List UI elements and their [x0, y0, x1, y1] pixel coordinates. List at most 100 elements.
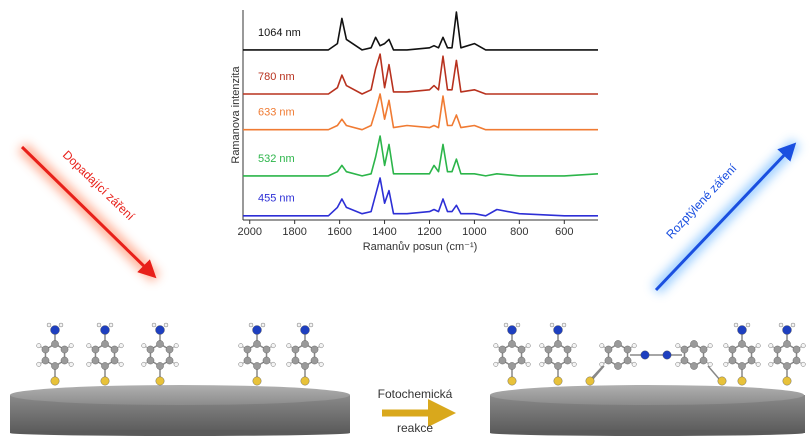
atom — [681, 346, 688, 353]
atom — [793, 357, 800, 364]
atom — [253, 377, 261, 385]
atom — [271, 343, 275, 347]
atom — [101, 340, 108, 347]
atom — [572, 362, 576, 366]
atom — [562, 323, 566, 327]
atom — [614, 362, 621, 369]
atom — [156, 377, 164, 385]
atom — [554, 377, 562, 385]
atom — [42, 357, 49, 364]
incident-label: Dopadající záření — [60, 148, 138, 224]
atom — [61, 346, 68, 353]
atom — [156, 326, 165, 335]
atom — [263, 346, 270, 353]
atom — [600, 362, 604, 366]
atom — [746, 323, 750, 327]
atom — [605, 346, 612, 353]
atom — [791, 323, 795, 327]
atom — [545, 346, 552, 353]
atom — [554, 326, 563, 335]
atom — [614, 340, 621, 347]
reaction-label: reakce — [397, 421, 433, 435]
series-label: 1064 nm — [258, 27, 301, 39]
atom — [111, 357, 118, 364]
atom — [109, 323, 113, 327]
atom — [783, 377, 791, 385]
atom — [508, 377, 516, 385]
atom — [779, 323, 783, 327]
atom — [147, 357, 154, 364]
atom — [92, 346, 99, 353]
atom — [42, 346, 49, 353]
atom — [147, 346, 154, 353]
atom — [526, 362, 530, 366]
atom — [164, 323, 168, 327]
atom — [142, 343, 146, 347]
atom — [540, 362, 544, 366]
atom — [37, 362, 41, 366]
atom — [756, 343, 760, 347]
atom — [738, 326, 747, 335]
atom — [681, 357, 688, 364]
atom — [663, 351, 671, 359]
atom — [263, 357, 270, 364]
atom — [499, 357, 506, 364]
atom — [690, 362, 697, 369]
atom — [51, 326, 60, 335]
atom — [729, 357, 736, 364]
atom — [572, 343, 576, 347]
x-tick-label: 600 — [555, 226, 573, 238]
atom — [508, 340, 515, 347]
atom — [47, 323, 51, 327]
atom — [600, 343, 604, 347]
atom — [261, 323, 265, 327]
atom — [244, 357, 251, 364]
figure: Dopadající záření Rozptýlené záření Foto… — [0, 0, 811, 436]
atom — [156, 362, 163, 369]
series-label: 780 nm — [258, 71, 295, 83]
atom — [174, 362, 178, 366]
atom — [783, 340, 790, 347]
atom — [554, 340, 561, 347]
y-axis-label: Ramanova intenzita — [230, 66, 242, 164]
atom — [518, 357, 525, 364]
atom — [292, 357, 299, 364]
atom — [748, 346, 755, 353]
atom — [738, 340, 745, 347]
atom — [801, 343, 805, 347]
atom — [166, 346, 173, 353]
atom — [51, 362, 58, 369]
substrate-left — [10, 385, 350, 436]
atom — [738, 377, 746, 385]
atom — [550, 323, 554, 327]
atom — [301, 326, 310, 335]
atom — [51, 340, 58, 347]
atom — [244, 346, 251, 353]
bond — [708, 366, 720, 380]
atom — [676, 362, 680, 366]
substrate-right — [490, 385, 805, 436]
atom — [152, 323, 156, 327]
atom — [632, 343, 636, 347]
atom — [174, 343, 178, 347]
atom — [297, 323, 301, 327]
x-tick-label: 1000 — [462, 226, 486, 238]
series-label: 455 nm — [258, 193, 295, 205]
atom — [271, 362, 275, 366]
atom — [632, 362, 636, 366]
atom — [708, 343, 712, 347]
atom — [499, 346, 506, 353]
atom — [690, 340, 697, 347]
x-tick-label: 1400 — [372, 226, 396, 238]
atom — [301, 362, 308, 369]
atom — [311, 346, 318, 353]
spectrum-line — [243, 54, 598, 94]
x-tick-label: 1600 — [327, 226, 351, 238]
atom — [311, 357, 318, 364]
atom — [564, 357, 571, 364]
atom — [239, 343, 243, 347]
atom — [738, 362, 745, 369]
atom — [676, 343, 680, 347]
atom — [518, 346, 525, 353]
atom — [508, 362, 515, 369]
